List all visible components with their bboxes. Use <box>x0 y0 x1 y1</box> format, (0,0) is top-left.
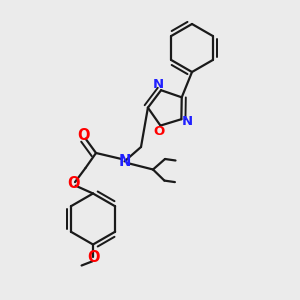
Text: N: N <box>118 154 131 169</box>
Text: N: N <box>181 115 192 128</box>
Text: O: O <box>67 176 80 190</box>
Text: O: O <box>78 128 90 143</box>
Text: O: O <box>153 125 164 138</box>
Text: N: N <box>153 78 164 91</box>
Text: O: O <box>87 250 99 266</box>
